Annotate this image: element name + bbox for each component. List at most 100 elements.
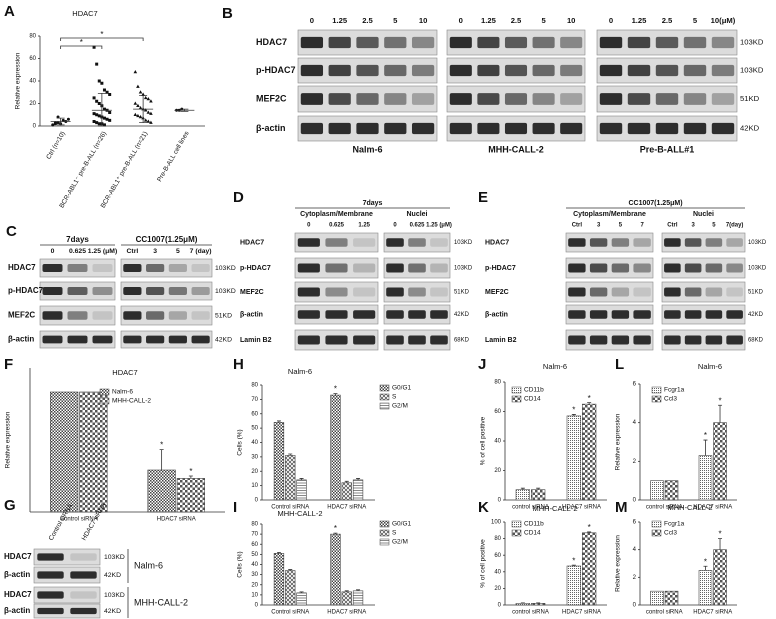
bar [530,603,546,606]
lane-label: 0 [307,223,311,229]
y-axis-label: Cells (%) [237,429,244,455]
blot-band [664,263,681,273]
data-point [143,108,148,112]
group-header: 7days [66,235,89,244]
data-point [143,118,148,122]
y-tick-label: 20 [494,468,501,474]
panel-letter: I [233,499,237,516]
blot-band [67,311,88,320]
chart-title: MHH-CALL-2 [667,503,712,512]
data-point [133,70,138,74]
y-tick-label: 4 [633,547,637,553]
y-tick-label: 100 [491,520,502,526]
blot-band [711,36,735,49]
y-tick-label: 0 [33,124,37,130]
blot-band [684,310,702,319]
chart-title: MHH-CALL-2 [277,509,322,518]
blot-band [705,287,723,297]
blot-band [589,263,608,273]
blot-band [611,287,630,297]
blot-strip [383,232,451,253]
legend-label: S [392,394,397,401]
panel-letter: M [615,499,628,516]
size-label: 103KD [215,288,236,295]
y-tick-label: 0 [498,603,502,609]
y-axis-label: Relative expression [615,413,622,470]
error-bar [571,564,576,566]
data-point [95,62,99,66]
significance-mark: * [572,556,575,565]
blot-band [70,571,97,579]
blot-strip [33,603,101,619]
blot-band [568,263,586,273]
significance-mark: * [704,557,707,566]
blot-band [411,93,435,105]
data-point [133,101,138,105]
blot-band [123,311,142,320]
lane-label: 3 [691,223,695,229]
lane-label: 5 [541,16,546,25]
legend-swatch [651,529,662,537]
blot-band [92,286,113,296]
blot-band [504,64,528,77]
y-tick-label: 0 [255,603,259,609]
data-point [102,88,106,92]
blot-band [504,36,528,49]
error-bar [536,487,541,490]
blot-band [449,122,472,135]
protein-label: Lamin B2 [485,337,517,344]
y-tick-label: 20 [29,101,36,107]
blot-band [477,122,500,135]
y-tick-label: 0 [633,498,637,504]
blot-band [664,310,681,319]
blot-strip [33,548,101,566]
blot-band [627,122,651,135]
y-tick-label: 30 [251,572,258,578]
group-header: Nuclei [406,211,427,218]
group-header: Cytoplasm/Membrane [573,211,646,218]
bar [330,533,341,606]
y-axis-label: Relative expression [15,52,22,109]
group-header: Cytoplasm/Membrane [300,211,373,218]
blot-band [599,36,623,49]
blot-band [328,64,351,77]
y-tick-label: 80 [251,383,258,389]
protein-label: HDAC7 [4,552,32,561]
data-point [95,113,99,117]
data-point [141,92,145,96]
blot-strip [565,304,654,325]
lane-label: 0.625 [410,223,426,229]
y-tick-label: 0 [498,498,502,504]
bar [341,482,352,501]
lane-label: 5 [693,16,698,25]
blot-band [477,93,500,105]
protein-label: β-actin [240,311,263,318]
panel-letter: G [4,497,16,514]
blot-band [384,93,407,105]
legend-swatch [511,386,522,394]
blot-band [386,287,404,297]
blot-band [353,238,376,247]
protein-label: β-actin [4,570,30,579]
data-point [51,123,55,127]
lane-label: Ctrl [667,223,678,229]
protein-label: p-HDAC7 [485,265,516,272]
error-bar [56,117,65,126]
blot-band [67,263,88,273]
legend-swatch [651,386,662,394]
blot-band [684,335,702,345]
blot-band [325,310,348,319]
error-bar [356,589,361,591]
x-tick-label: control siRNA [646,610,683,616]
blot-band [711,122,735,135]
chart-title: Nalm-6 [543,362,567,371]
blot-band [568,335,586,345]
group-header: CC1007(1.25μM) [136,235,198,244]
size-label: 103KD [454,266,472,272]
protein-label: p-HDAC7 [240,265,271,272]
blot-band [683,122,707,135]
lane-label: 1.25 [358,223,370,229]
protein-label: Lamin B2 [240,337,272,344]
data-point [136,113,140,118]
data-point [105,90,109,94]
